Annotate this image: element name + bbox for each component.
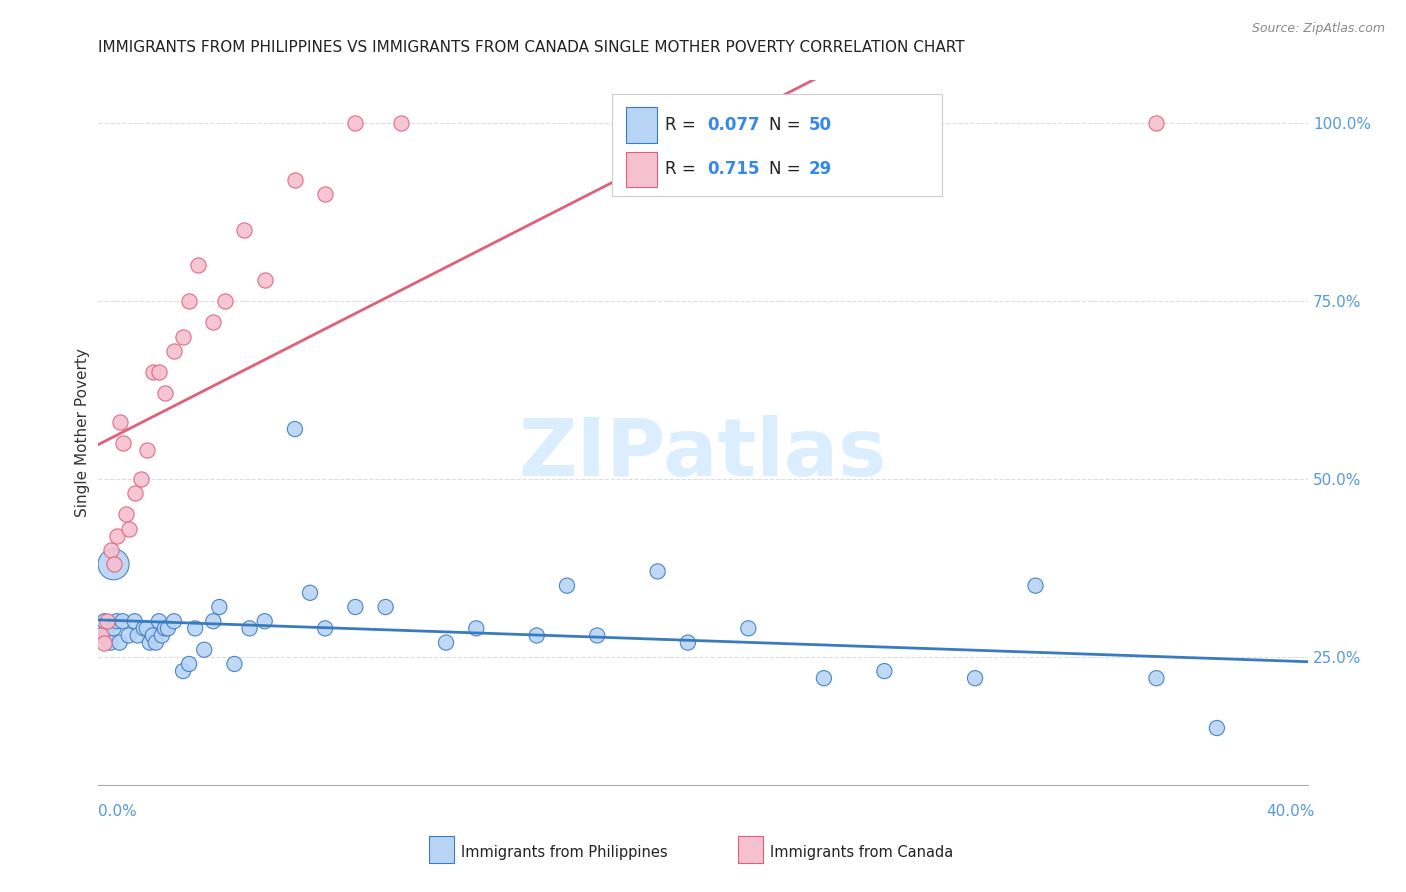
Point xyxy=(526,628,548,642)
Point xyxy=(284,173,307,187)
Point xyxy=(105,529,128,543)
Point xyxy=(148,365,170,379)
Text: IMMIGRANTS FROM PHILIPPINES VS IMMIGRANTS FROM CANADA SINGLE MOTHER POVERTY CORR: IMMIGRANTS FROM PHILIPPINES VS IMMIGRANT… xyxy=(98,40,965,55)
Point xyxy=(96,614,118,628)
Point xyxy=(150,628,173,642)
Point xyxy=(208,600,231,615)
Point xyxy=(142,628,165,642)
Point xyxy=(163,614,186,628)
Point xyxy=(124,486,146,500)
Point xyxy=(193,642,215,657)
Point xyxy=(103,558,125,572)
Text: 0.077: 0.077 xyxy=(707,116,759,134)
Point xyxy=(184,621,207,635)
Point xyxy=(100,543,122,558)
Text: Immigrants from Philippines: Immigrants from Philippines xyxy=(461,846,668,860)
Point xyxy=(737,621,759,635)
Point xyxy=(129,472,152,486)
Text: 50: 50 xyxy=(808,116,831,134)
Point xyxy=(1024,579,1046,593)
Text: N =: N = xyxy=(769,161,806,178)
Point xyxy=(124,614,146,628)
Point xyxy=(96,628,118,642)
Point xyxy=(142,365,165,379)
Text: N =: N = xyxy=(769,116,806,134)
Point xyxy=(114,508,136,522)
Point xyxy=(148,614,170,628)
Point xyxy=(389,116,412,130)
Text: 40.0%: 40.0% xyxy=(1267,805,1315,819)
Point xyxy=(118,522,141,536)
Point xyxy=(108,635,131,649)
Point xyxy=(253,614,276,628)
Point xyxy=(299,586,322,600)
Point xyxy=(202,614,225,628)
Point xyxy=(132,621,155,635)
Point xyxy=(253,272,276,286)
Point xyxy=(434,635,457,649)
Point xyxy=(873,664,896,678)
Y-axis label: Single Mother Poverty: Single Mother Poverty xyxy=(75,348,90,517)
Point xyxy=(105,614,128,628)
Point xyxy=(813,671,835,685)
Point xyxy=(224,657,246,671)
Point xyxy=(965,671,987,685)
Point xyxy=(135,443,157,458)
Text: R =: R = xyxy=(665,161,702,178)
Point xyxy=(111,614,134,628)
Point xyxy=(555,579,578,593)
Point xyxy=(187,258,209,272)
Point xyxy=(153,621,176,635)
Text: 0.715: 0.715 xyxy=(707,161,759,178)
Point xyxy=(139,635,162,649)
Point xyxy=(108,415,131,429)
Point xyxy=(179,657,201,671)
Point xyxy=(314,187,336,202)
Point xyxy=(103,558,125,572)
Point xyxy=(103,621,125,635)
Point xyxy=(374,600,396,615)
Point xyxy=(93,635,115,649)
Point xyxy=(118,628,141,642)
Point xyxy=(232,223,254,237)
Point xyxy=(93,614,115,628)
Point xyxy=(202,315,225,329)
Point xyxy=(465,621,488,635)
Point xyxy=(135,621,157,635)
Point xyxy=(179,293,201,308)
Point xyxy=(676,635,699,649)
Text: 0.0%: 0.0% xyxy=(98,805,138,819)
Point xyxy=(156,621,179,635)
Point xyxy=(284,422,307,436)
Point xyxy=(344,116,367,130)
Text: 29: 29 xyxy=(808,161,832,178)
Point xyxy=(214,293,236,308)
Point xyxy=(127,628,149,642)
Text: Source: ZipAtlas.com: Source: ZipAtlas.com xyxy=(1251,22,1385,36)
Text: ZIPatlas: ZIPatlas xyxy=(519,415,887,492)
Point xyxy=(1206,721,1229,735)
Point xyxy=(1144,116,1167,130)
Point xyxy=(314,621,336,635)
Point xyxy=(1144,671,1167,685)
Text: R =: R = xyxy=(665,116,702,134)
Point xyxy=(586,628,609,642)
Point xyxy=(111,436,134,450)
Point xyxy=(647,565,669,579)
Point xyxy=(153,386,176,401)
Point xyxy=(163,343,186,358)
Point xyxy=(100,635,122,649)
Point xyxy=(145,635,167,649)
Point xyxy=(239,621,262,635)
Point xyxy=(90,628,112,642)
Point xyxy=(344,600,367,615)
Text: Immigrants from Canada: Immigrants from Canada xyxy=(770,846,953,860)
Point xyxy=(172,329,194,343)
Point xyxy=(90,628,112,642)
Point xyxy=(172,664,194,678)
